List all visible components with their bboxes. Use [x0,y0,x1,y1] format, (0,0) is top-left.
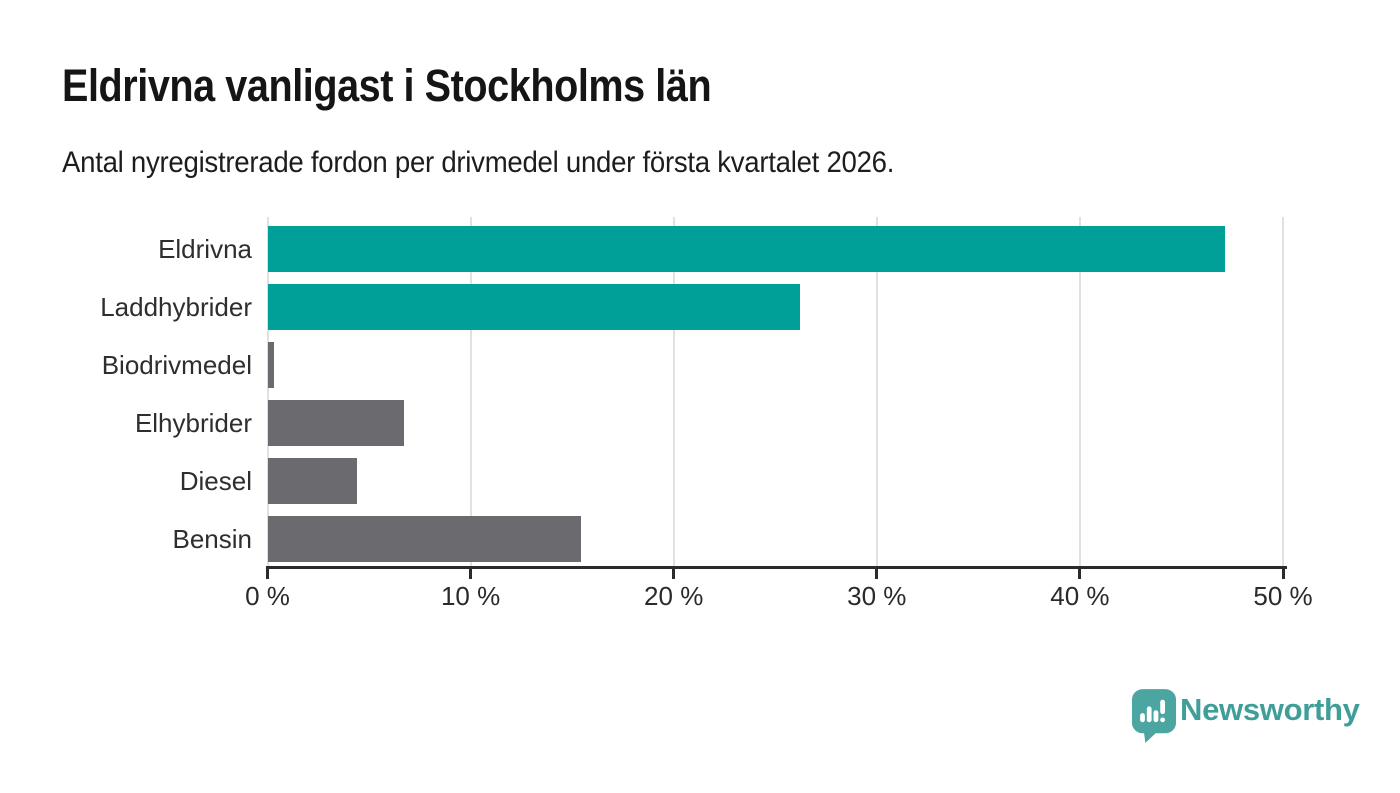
category-label-laddhybrider: Laddhybrider [100,292,252,322]
axis-tick-20 [672,566,676,579]
axis-tick-30 [875,566,879,579]
bar-biodrivmedel [268,342,275,388]
x-tick-label: 30 % [847,581,907,611]
gridline-20 [672,217,675,566]
bar-diesel [268,458,358,504]
x-tick-label: 10 % [440,581,501,611]
bar-laddhybrider [268,284,801,330]
category-label-biodrivmedel: Biodrivmedel [101,350,252,380]
category-label-bensin: Bensin [172,524,253,554]
brand-footer: Newsworthy [1131,687,1371,747]
category-label-elhybrider: Elhybrider [134,408,252,438]
bar-elhybrider [268,400,405,446]
x-tick-label: 40 % [1050,581,1110,611]
newsworthy-logo-icon [1131,689,1177,743]
axis-tick-10 [469,566,473,579]
axis-tick-40 [1078,566,1082,579]
bar-eldrivna [268,226,1225,272]
chart-title: Eldrivna vanligast i Stockholms län [62,60,712,111]
bar-bensin [268,516,581,562]
axis-tick-0 [266,566,269,579]
chart-subtitle: Antal nyregistrerade fordon per drivmede… [62,146,895,179]
gridline-30 [875,217,878,566]
gridline-40 [1078,217,1081,566]
x-tick-label: 0 % [245,581,290,611]
category-label-diesel: Diesel [179,466,252,496]
gridline-0 [266,217,269,566]
x-tick-label: 50 % [1253,581,1313,611]
brand-name: Newsworthy [1180,692,1360,727]
x-axis-line [266,566,1287,569]
category-label-eldrivna: Eldrivna [158,234,252,264]
gridline-10 [469,217,472,566]
x-tick-label: 20 % [644,581,704,611]
gridline-50 [1282,217,1284,566]
axis-tick-50 [1281,566,1285,579]
